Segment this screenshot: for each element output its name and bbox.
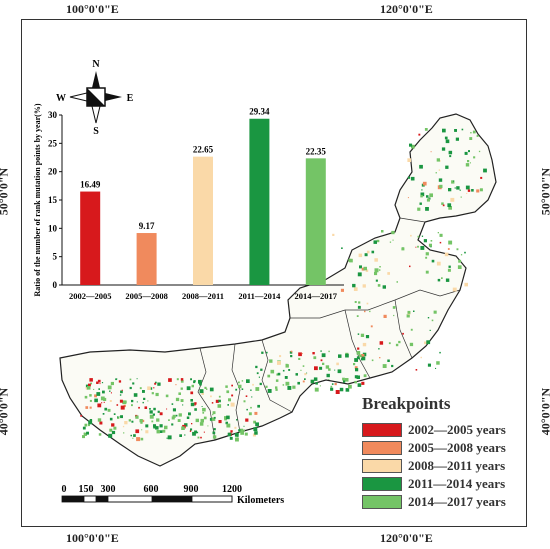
legend-item: 2002—2005 years bbox=[362, 422, 506, 438]
legend-label: 2005—2008 years bbox=[408, 440, 506, 455]
bar bbox=[193, 156, 213, 285]
legend-item: 2011—2014 years bbox=[362, 476, 505, 492]
bottom-right-longitude-label: 120°0'0"E bbox=[380, 531, 433, 545]
y-tick-label: 30 bbox=[48, 110, 58, 120]
bar-value-label: 22.65 bbox=[193, 145, 214, 155]
bar-value-label: 16.49 bbox=[80, 180, 101, 190]
bottom-left-longitude-label: 100°0'0"E bbox=[66, 531, 119, 545]
category-label: 2005—2008 bbox=[125, 291, 168, 301]
legend-label: 2002—2005 years bbox=[408, 422, 506, 437]
bar bbox=[305, 158, 326, 285]
y-tick-label: 15 bbox=[48, 195, 58, 205]
scale-tick-150: 150 bbox=[79, 484, 94, 495]
top-right-longitude-label: 120°0'0"E bbox=[380, 2, 433, 16]
scale-tick-900: 900 bbox=[184, 484, 199, 495]
scale-tick-300: 300 bbox=[101, 484, 116, 495]
top-left-longitude-label: 100°0'0"E bbox=[66, 2, 119, 16]
y-tick-label: 20 bbox=[48, 167, 58, 177]
chart-y-axis-title: Ratio of the number of rank mutation poi… bbox=[33, 103, 42, 296]
bar-value-label: 22.35 bbox=[306, 146, 327, 156]
category-label: 2014—2017 bbox=[295, 291, 338, 301]
bar bbox=[136, 233, 157, 285]
compass-west-label: W bbox=[56, 93, 66, 104]
legend-label: 2008—2011 years bbox=[408, 458, 506, 473]
compass-east-label: E bbox=[127, 93, 134, 104]
bar bbox=[249, 118, 270, 286]
legend-swatch bbox=[362, 423, 402, 437]
category-label: 2011—2014 bbox=[238, 291, 281, 301]
legend-label: 2014—2017 years bbox=[408, 494, 506, 509]
scale-bar: 0 150 300 600 900 1200 Kilometers bbox=[62, 484, 285, 506]
legend-swatch bbox=[362, 441, 402, 455]
category-label: 2008—2011 bbox=[182, 291, 224, 301]
legend-swatch bbox=[362, 459, 402, 473]
scale-tick-600: 600 bbox=[144, 484, 159, 495]
legend-title: Breakpoints bbox=[362, 394, 451, 413]
legend-item: 2005—2008 years bbox=[362, 440, 506, 456]
y-tick-label: 25 bbox=[48, 138, 58, 148]
bar-chart: 0 5 10 15 20 25 30 Ratio of the number of rank … bbox=[33, 103, 344, 301]
bar-value-label: 29.34 bbox=[249, 107, 270, 117]
legend-swatch bbox=[362, 495, 402, 509]
north-arrow-compass: N S W E bbox=[56, 59, 134, 137]
legend-label: 2011—2014 years bbox=[408, 476, 506, 491]
y-tick-label: 0 bbox=[53, 280, 58, 290]
legend-item: 2014—2017 years bbox=[362, 494, 506, 510]
compass-north-label: N bbox=[92, 59, 100, 70]
compass-south-label: S bbox=[93, 126, 99, 137]
bar-value-label: 9.17 bbox=[139, 221, 155, 231]
y-tick-label: 10 bbox=[48, 223, 58, 233]
legend-item: 2008—2011 years bbox=[362, 458, 505, 474]
scale-unit-label: Kilometers bbox=[237, 495, 284, 506]
scale-tick-0: 0 bbox=[62, 484, 67, 495]
bar bbox=[80, 191, 101, 285]
legend-swatch bbox=[362, 477, 402, 491]
category-label: 2002—2005 bbox=[69, 291, 112, 301]
scale-tick-1200: 1200 bbox=[222, 484, 242, 495]
y-tick-label: 5 bbox=[53, 252, 58, 262]
